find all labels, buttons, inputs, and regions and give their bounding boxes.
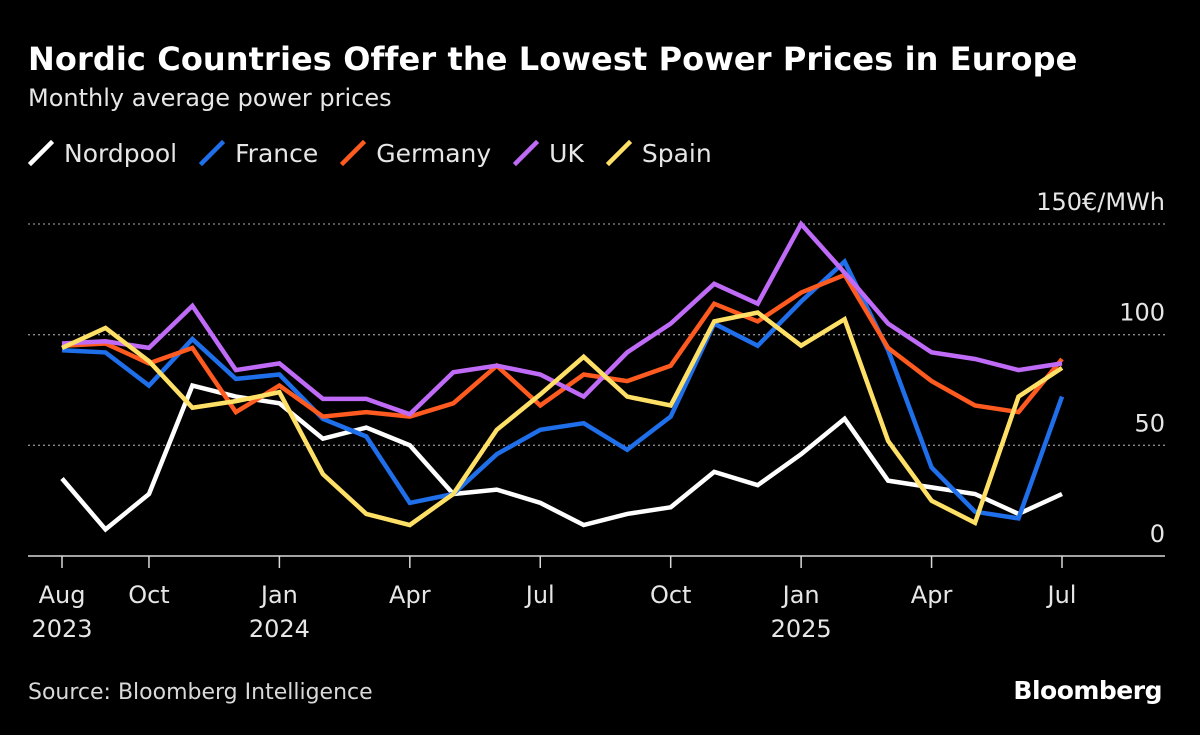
legend-label-spain: Spain (641, 138, 712, 168)
series-line-germany (61, 272, 1064, 419)
legend-swatch-spain (605, 140, 632, 166)
series-line-uk (61, 220, 1063, 417)
legend-item-spain: Spain (605, 138, 712, 168)
legend-item-nordpool: Nordpool (28, 139, 177, 168)
series-line-france (61, 257, 1065, 521)
y-tick-label-150: 150€/MWh (1036, 188, 1165, 216)
legend-swatch-germany (340, 140, 367, 166)
y-tick-label-100: 100 (1119, 299, 1165, 327)
x-tick-label-apr-20: Apr (911, 581, 953, 609)
gridlines (28, 223, 1165, 446)
x-tick-label-oct-2: Oct (128, 581, 170, 609)
series-line-nordpool (60, 382, 1063, 533)
y-tick-label-50: 50 (1134, 409, 1165, 437)
legend-swatch-line-germany (340, 140, 367, 166)
legend: Nordpool France Germany UK Spain (28, 136, 734, 170)
chart-title: Nordic Countries Offer the Lowest Power … (28, 40, 1078, 78)
series-lines (60, 220, 1065, 533)
legend-swatch-line-spain (605, 140, 632, 166)
legend-label-germany: Germany (376, 138, 492, 168)
x-axis: Aug 2023 Oct Jan 2024 Apr Jul Oct Jan 2025 Apr Jul (28, 555, 1165, 643)
legend-swatch-uk (513, 140, 540, 166)
bloomberg-logo: Bloomberg (1013, 676, 1162, 705)
legend-item-france: France (199, 139, 318, 168)
series-line-spain (61, 310, 1064, 528)
x-tick-label-jan-5: Jan (259, 581, 298, 609)
legend-swatch-line-france (199, 140, 226, 166)
x-tick-year-2023: 2023 (31, 615, 92, 643)
legend-label-uk: UK (549, 138, 584, 168)
legend-label-nordpool: Nordpool (64, 138, 178, 168)
x-tick-label-aug-0: Aug (39, 581, 86, 609)
legend-swatch-france (199, 140, 226, 166)
legend-swatch-line-uk (513, 140, 540, 166)
source-note: Source: Bloomberg Intelligence (28, 680, 373, 705)
y-tick-label-0: 0 (1150, 520, 1165, 548)
chart-subtitle: Monthly average power prices (28, 84, 392, 112)
x-tick-year-2024: 2024 (249, 615, 310, 643)
legend-swatch-line-nordpool (28, 140, 54, 166)
legend-label-france: France (235, 138, 319, 168)
legend-swatch-nordpool (28, 140, 54, 166)
x-tick-label-jul-11: Jul (524, 581, 555, 609)
x-tick-label-jan-17: Jan (781, 581, 820, 609)
x-tick-label-oct-14: Oct (650, 581, 692, 609)
legend-item-germany: Germany (340, 139, 491, 168)
x-tick-year-2025: 2025 (771, 615, 832, 643)
y-axis-ticks: 0 50 100 150€/MWh (1036, 188, 1165, 548)
legend-item-uk: UK (513, 139, 584, 168)
x-tick-label-apr-8: Apr (389, 581, 431, 609)
x-tick-label-jul-23: Jul (1046, 581, 1077, 609)
